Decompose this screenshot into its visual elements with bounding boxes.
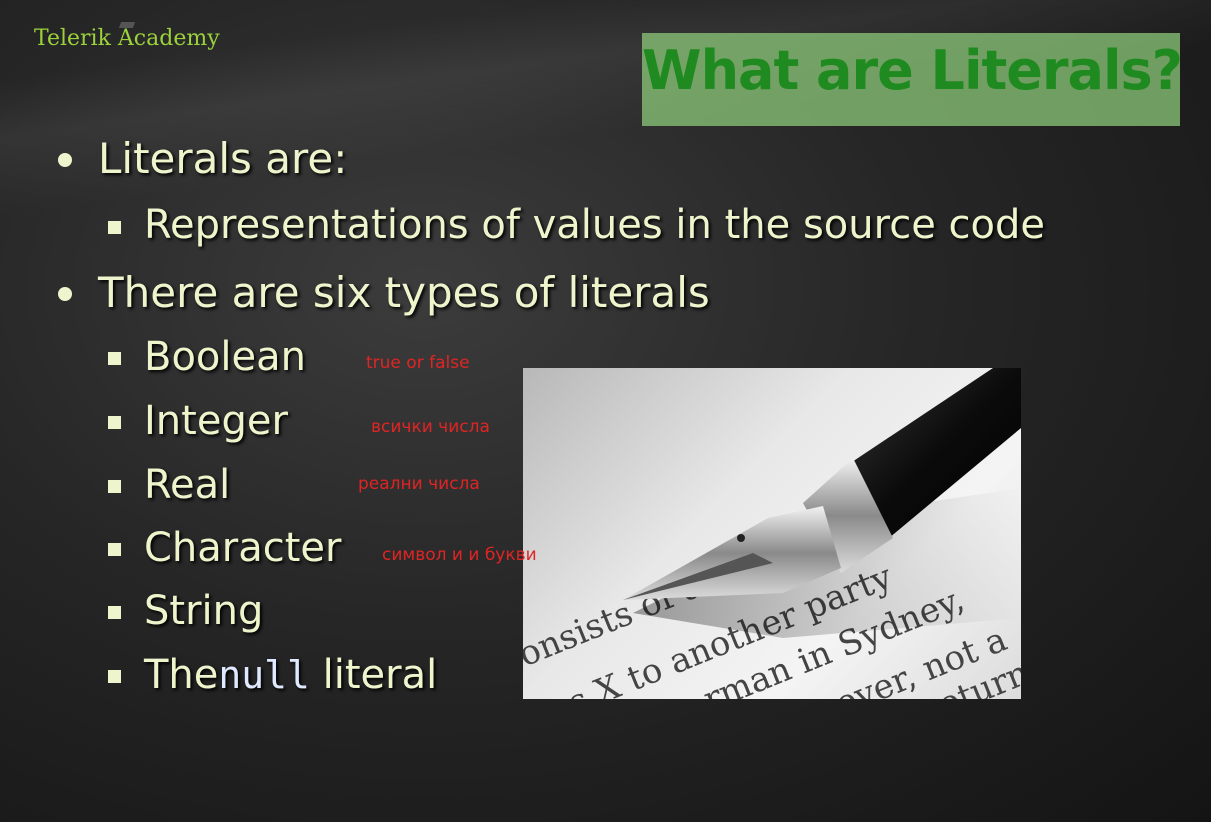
null-prefix: The xyxy=(144,652,219,698)
fountain-pen-icon xyxy=(623,368,1021,638)
bullet-six-types: There are six types of literals xyxy=(98,268,710,317)
graduation-cap-icon xyxy=(118,22,136,28)
note-real: реални числа xyxy=(358,474,480,494)
fountain-pen-photo: onsists of a trans s X to another party … xyxy=(523,368,1021,699)
type-boolean: Boolean xyxy=(144,334,306,380)
bullet-square-icon xyxy=(108,416,121,429)
bullet-square-icon xyxy=(108,221,121,234)
note-integer: всички числа xyxy=(371,417,490,437)
type-real: Real xyxy=(144,462,231,508)
type-string: String xyxy=(144,588,264,634)
bullet-literals-are: Literals are: xyxy=(98,134,348,183)
bullet-dot-icon xyxy=(58,153,72,167)
null-code: null xyxy=(218,653,310,697)
bullet-square-icon xyxy=(108,352,121,365)
bullet-square-icon xyxy=(108,543,121,556)
bullet-square-icon xyxy=(108,670,121,683)
type-character: Character xyxy=(144,525,342,571)
type-null-literal: Thenull literal xyxy=(144,652,437,698)
bullet-representations: Representations of values in the source … xyxy=(144,202,1045,248)
telerik-academy-logo: Telerik Academy xyxy=(34,26,220,51)
note-boolean: true or false xyxy=(366,353,470,373)
bullet-dot-icon xyxy=(58,287,72,301)
type-integer: Integer xyxy=(144,398,288,444)
slide-title: What are Literals? xyxy=(642,39,1183,102)
bullet-square-icon xyxy=(108,480,121,493)
bullet-square-icon xyxy=(108,606,121,619)
title-box: What are Literals? xyxy=(642,33,1183,126)
null-suffix: literal xyxy=(322,652,438,698)
note-character: символ и и букви xyxy=(382,545,537,565)
